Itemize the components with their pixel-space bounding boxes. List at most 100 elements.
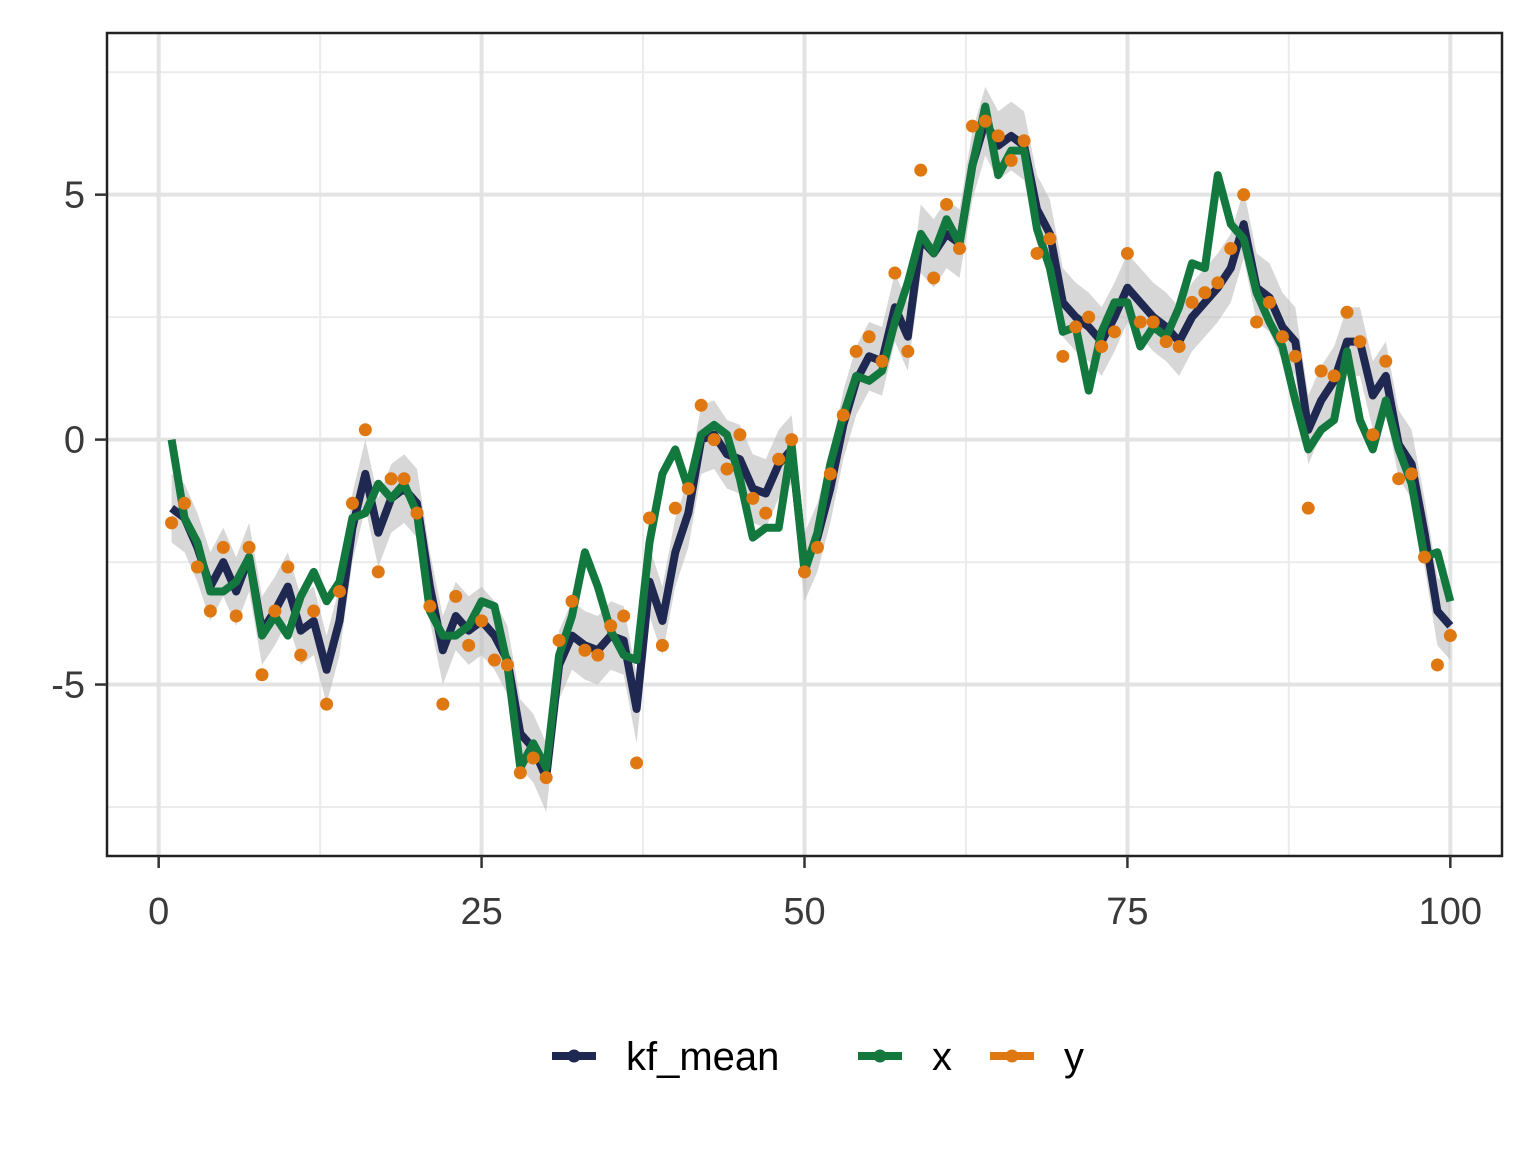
x-line — [167, 102, 1455, 772]
y-point — [216, 540, 230, 554]
y-point — [565, 594, 579, 608]
y-point — [333, 584, 346, 598]
x-axis: 0 25 50 75 100 — [148, 856, 1482, 933]
y-point — [681, 482, 695, 496]
y-point — [255, 668, 269, 682]
y-point — [1443, 629, 1457, 643]
y-point — [849, 344, 863, 358]
y-point — [759, 506, 773, 520]
major-gridlines — [107, 33, 1502, 856]
legend-label: x — [932, 1035, 952, 1079]
y-point — [1353, 335, 1367, 349]
legend-key-point — [873, 1049, 887, 1063]
y-point — [643, 511, 656, 525]
y-point — [1392, 472, 1406, 486]
y-point — [1224, 242, 1238, 256]
y-point — [1301, 501, 1315, 515]
y-point — [1120, 246, 1134, 260]
y-point — [1327, 369, 1341, 383]
y-point — [746, 491, 760, 505]
legend-key-point — [1005, 1049, 1019, 1063]
y-point — [1082, 310, 1096, 324]
y-point — [1405, 467, 1419, 481]
y-point — [1275, 330, 1289, 344]
y-point — [914, 163, 928, 177]
y-point — [500, 658, 514, 672]
y-point — [1250, 315, 1264, 329]
y-tick-label: -5 — [51, 665, 85, 707]
y-point — [1430, 658, 1444, 672]
y-point — [449, 589, 463, 603]
y-point — [539, 771, 553, 785]
x-tick-label: 50 — [783, 891, 825, 933]
y-point — [798, 565, 811, 579]
y-point — [203, 604, 217, 618]
y-point — [384, 472, 398, 486]
y-point — [901, 344, 915, 358]
y-point — [785, 433, 799, 447]
y-point — [513, 766, 527, 780]
y-point — [320, 697, 334, 711]
y-point — [1017, 134, 1031, 148]
legend: kf_mean x y — [552, 1035, 1084, 1079]
y-point — [630, 756, 644, 770]
y-point — [307, 604, 321, 618]
y-point — [423, 599, 437, 613]
y-point — [940, 197, 954, 211]
y-point — [1237, 188, 1251, 202]
y-point — [655, 638, 669, 652]
y-point — [694, 398, 708, 412]
legend-key-point — [567, 1049, 581, 1063]
y-point — [229, 609, 243, 623]
y-point — [1069, 320, 1083, 334]
y-point — [965, 119, 979, 133]
y-point — [552, 633, 566, 647]
y-point — [462, 638, 476, 652]
y-point — [1004, 153, 1018, 167]
y-point — [772, 452, 786, 466]
y-axis: -5 0 5 — [51, 175, 107, 707]
x-tick-label: 100 — [1419, 891, 1482, 933]
legend-label: y — [1064, 1035, 1084, 1079]
y-tick-label: 0 — [64, 420, 85, 462]
y-point — [991, 129, 1005, 143]
y-point — [1133, 315, 1147, 329]
y-point — [1314, 364, 1328, 378]
y-point — [345, 496, 359, 510]
y-points — [165, 114, 1457, 785]
y-point — [1288, 349, 1302, 363]
y-point — [888, 266, 902, 280]
y-point — [720, 462, 734, 476]
x-tick-label: 75 — [1106, 891, 1148, 933]
y-point — [178, 496, 191, 510]
legend-label: kf_mean — [626, 1035, 779, 1079]
y-point — [1185, 295, 1199, 309]
y-point — [1418, 550, 1431, 564]
y-point — [1095, 340, 1109, 354]
y-point — [591, 648, 605, 662]
y-point — [953, 242, 966, 256]
y-point — [268, 604, 282, 618]
y-point — [617, 609, 631, 623]
y-point — [190, 560, 204, 574]
x-tick-label: 25 — [460, 891, 502, 933]
y-point — [397, 472, 411, 486]
y-point — [1263, 295, 1276, 309]
y-point — [242, 540, 256, 554]
y-point — [410, 506, 424, 520]
y-point — [1379, 354, 1393, 368]
y-point — [358, 423, 372, 437]
y-point — [436, 697, 450, 711]
y-point — [978, 114, 992, 128]
y-point — [371, 565, 385, 579]
y-point — [526, 751, 540, 765]
y-point — [1366, 428, 1380, 442]
y-point — [1108, 325, 1121, 339]
y-point — [668, 501, 682, 515]
y-point — [578, 643, 592, 657]
y-point — [862, 330, 876, 344]
y-point — [733, 428, 747, 442]
y-point — [823, 467, 837, 481]
y-point — [836, 408, 850, 422]
y-point — [1056, 349, 1070, 363]
